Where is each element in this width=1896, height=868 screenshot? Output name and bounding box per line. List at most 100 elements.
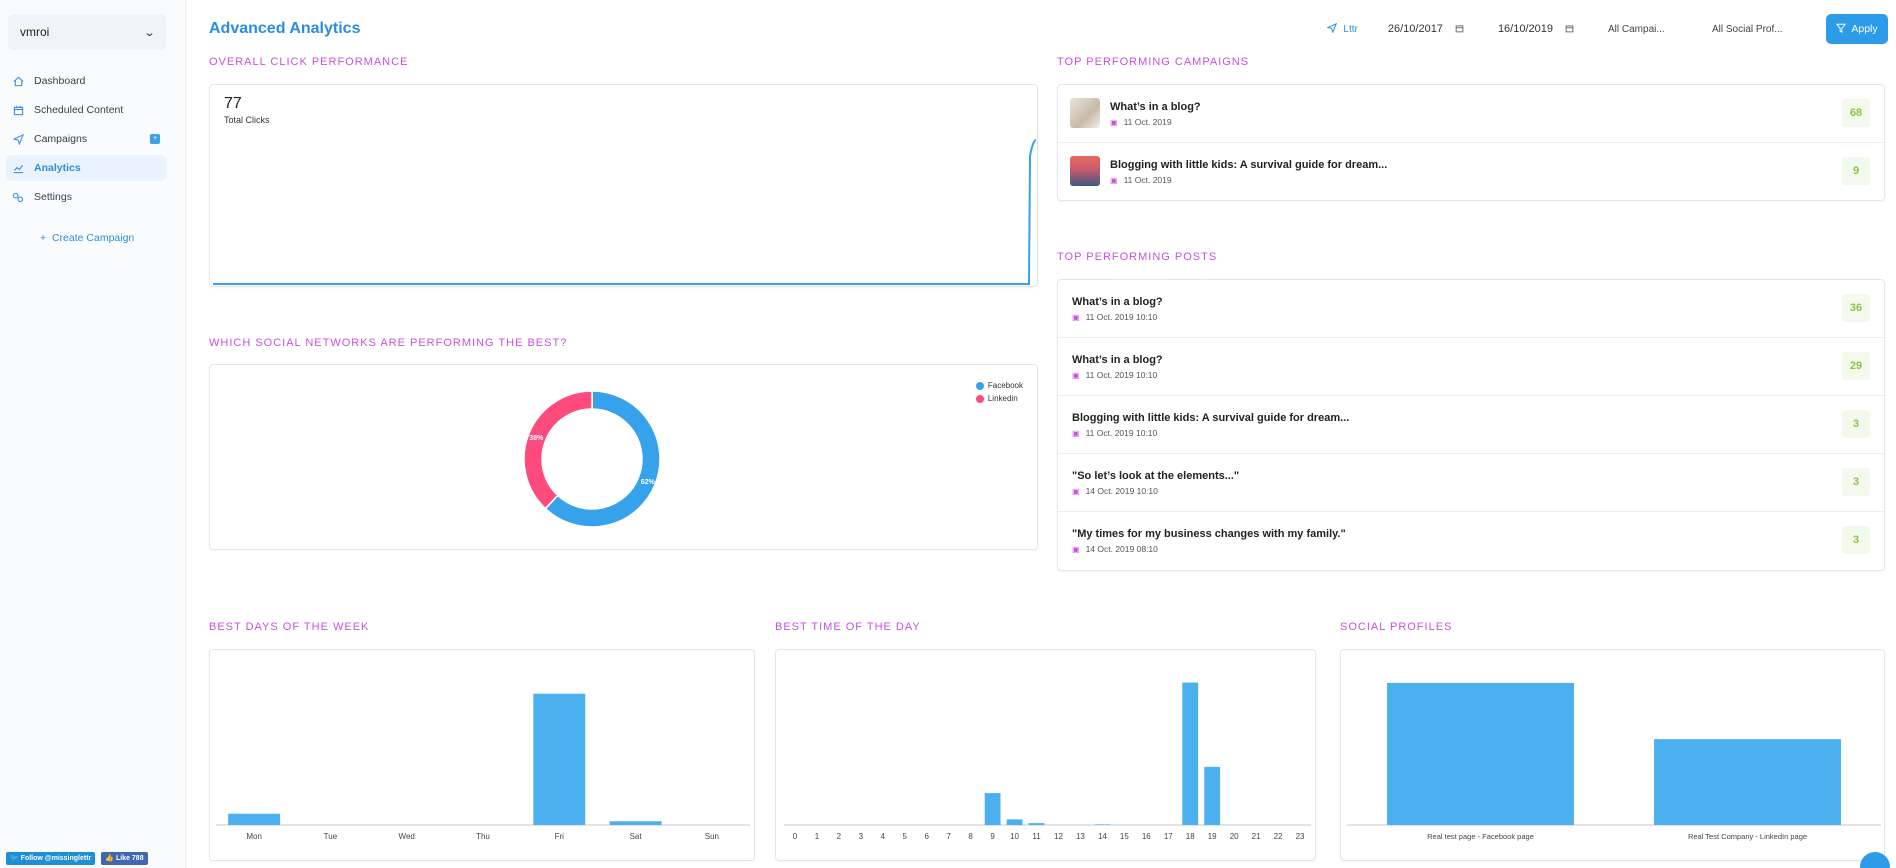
x-tick-label: 2	[837, 832, 842, 841]
sidebar-item-scheduled-content[interactable]: Scheduled Content	[6, 97, 166, 123]
chevron-down-icon: ⌄	[143, 26, 156, 39]
campaign-thumbnail	[1070, 98, 1100, 128]
top-campaigns-card: What’s in a blog? ▣ 11 Oct. 2019 68 Blogg…	[1057, 84, 1885, 201]
total-clicks-label: Total Clicks	[224, 115, 270, 125]
campaign-date: ▣ 11 Oct. 2019	[1110, 117, 1172, 127]
filter-icon	[1836, 23, 1847, 36]
hours-card: 0 1 2 3 4 5 6 7 8 9 10 11 12 13 14 15 16 17 18 19 20 21 22 23	[775, 649, 1316, 861]
x-tick-label: Tue	[324, 832, 338, 841]
post-date: ▣ 11 Oct. 2019 10:10	[1072, 428, 1157, 438]
post-row[interactable]: Blogging with little kids: A survival gu…	[1058, 396, 1884, 454]
post-date-value: 14 Oct. 2019 08:10	[1085, 544, 1158, 554]
sidebar-item-analytics[interactable]: Analytics	[6, 155, 166, 181]
profile-filter-select[interactable]: All Social Prof...	[1712, 23, 1783, 35]
x-tick-label: Real test page - Facebook page	[1427, 832, 1534, 841]
sidebar-item-settings[interactable]: Settings	[6, 184, 166, 210]
bar-sat	[609, 821, 662, 825]
create-campaign-button[interactable]: + Create Campaign	[40, 232, 134, 244]
post-score: 36	[1842, 294, 1870, 322]
plus-icon: +	[40, 232, 52, 244]
legend-item-facebook[interactable]: Facebook	[975, 381, 1023, 390]
post-title: What’s in a blog?	[1072, 296, 1163, 308]
donut-slice-label: 38%	[529, 435, 544, 442]
x-tick-label: Real Test Company - LinkedIn page	[1688, 832, 1807, 841]
post-row[interactable]: What’s in a blog? ▣ 11 Oct. 2019 10:10 36	[1058, 280, 1884, 338]
donut-slice-linkedin	[523, 390, 593, 510]
x-tick-label: 19	[1208, 832, 1217, 841]
post-score: 29	[1842, 352, 1870, 380]
bar-14	[1094, 824, 1111, 825]
post-score: 3	[1842, 410, 1870, 438]
clicks-line-series	[213, 138, 1037, 285]
campaign-score: 68	[1842, 99, 1870, 127]
profiles-bar-chart: Real test page - Facebook page Real Test …	[1347, 682, 1881, 841]
post-row[interactable]: What’s in a blog? ▣ 11 Oct. 2019 10:10 29	[1058, 338, 1884, 396]
x-tick-label: 4	[881, 832, 886, 841]
donut-slice-facebook	[544, 390, 661, 528]
help-chat-button[interactable]	[1860, 852, 1890, 868]
x-tick-label: 22	[1274, 832, 1283, 841]
post-title: What’s in a blog?	[1072, 354, 1163, 366]
apply-label: Apply	[1851, 23, 1878, 35]
section-title-profiles: Social Profiles	[1340, 621, 1453, 633]
campaign-date-value: 11 Oct. 2019	[1123, 117, 1172, 127]
sidebar-item-label: Settings	[34, 191, 72, 203]
campaign-score: 9	[1842, 157, 1870, 185]
facebook-like-button[interactable]: 👍 Like 788	[101, 852, 148, 865]
date-from-field[interactable]: 26/10/2017	[1388, 23, 1464, 35]
calendar-icon: ▣	[1072, 544, 1080, 554]
legend-item-linkedin[interactable]: Linkedin	[975, 394, 1023, 403]
bar-9	[984, 793, 1001, 825]
post-row[interactable]: "So let’s look at the elements..." ▣ 14 O…	[1058, 454, 1884, 512]
x-tick-label: 10	[1010, 832, 1019, 841]
campaign-row[interactable]: Blogging with little kids: A survival gu…	[1058, 143, 1884, 201]
campaign-row[interactable]: What’s in a blog? ▣ 11 Oct. 2019 68	[1058, 85, 1884, 143]
calendar-icon	[12, 104, 24, 116]
apply-button[interactable]: Apply	[1826, 14, 1888, 44]
post-score: 3	[1842, 526, 1870, 554]
section-title-hours: Best Time Of The Day	[775, 621, 921, 633]
twitter-follow-label: Follow @missinglettr	[20, 855, 92, 862]
post-title: "My times for my business changes with m…	[1072, 528, 1346, 540]
clicks-line-chart	[213, 138, 1037, 285]
sidebar-item-label: Dashboard	[34, 75, 86, 87]
post-date: ▣ 11 Oct. 2019 10:10	[1072, 370, 1157, 380]
section-title-networks: Which Social Networks Are Performing The…	[209, 337, 568, 349]
legend-dot-facebook	[975, 381, 984, 390]
section-title-top-posts: Top Performing Posts	[1057, 251, 1218, 263]
date-to-field[interactable]: 16/10/2019	[1498, 23, 1574, 35]
client-filter[interactable]: Lttr	[1326, 22, 1358, 36]
calendar-icon: ▣	[1072, 312, 1080, 322]
x-tick-label: 12	[1054, 832, 1063, 841]
bar-18	[1182, 682, 1199, 825]
x-tick-label: Sat	[630, 832, 643, 841]
sidebar-item-dashboard[interactable]: Dashboard	[6, 68, 166, 94]
x-tick-label: 13	[1076, 832, 1085, 841]
workspace-select[interactable]: vmroi ⌄	[8, 14, 166, 50]
days-bar-chart: Mon Tue Wed Thu Fri Sat Sun	[216, 693, 750, 841]
total-clicks-value: 77	[224, 95, 242, 112]
create-campaign-label: Create Campaign	[51, 232, 135, 244]
bar-real-test-page-facebook-page	[1387, 682, 1574, 825]
campaigns-badge: +	[150, 134, 160, 144]
hours-bar-chart: 0 1 2 3 4 5 6 7 8 9 10 11 12 13 14 15 16 17 18 19 20 21 22 23	[784, 682, 1311, 841]
bar-10	[1006, 819, 1023, 825]
twitter-follow-button[interactable]: 🐦 Follow @missinglettr	[6, 852, 96, 865]
section-title-top-campaigns: Top Performing Campaigns	[1057, 56, 1250, 68]
x-tick-label: 16	[1142, 832, 1151, 841]
client-filter-label: Lttr	[1343, 23, 1358, 35]
x-tick-label: 17	[1164, 832, 1173, 841]
campaign-filter-select[interactable]: All Campai...	[1608, 23, 1665, 35]
calendar-icon: ▣	[1072, 370, 1080, 380]
post-date: ▣ 14 Oct. 2019 10:10	[1072, 486, 1158, 496]
post-row[interactable]: "My times for my business changes with m…	[1058, 512, 1884, 570]
networks-card: 62% 38% Facebook Linkedin	[209, 364, 1038, 550]
x-tick-label: 5	[903, 832, 908, 841]
post-date: ▣ 14 Oct. 2019 08:10	[1072, 544, 1158, 554]
campaign-thumbnail	[1070, 156, 1100, 186]
bar-19	[1204, 766, 1221, 825]
home-icon	[12, 75, 24, 87]
thumbs-up-icon: 👍	[105, 855, 116, 862]
sidebar-item-campaigns[interactable]: Campaigns +	[6, 126, 166, 152]
post-title: Blogging with little kids: A survival gu…	[1072, 412, 1350, 424]
